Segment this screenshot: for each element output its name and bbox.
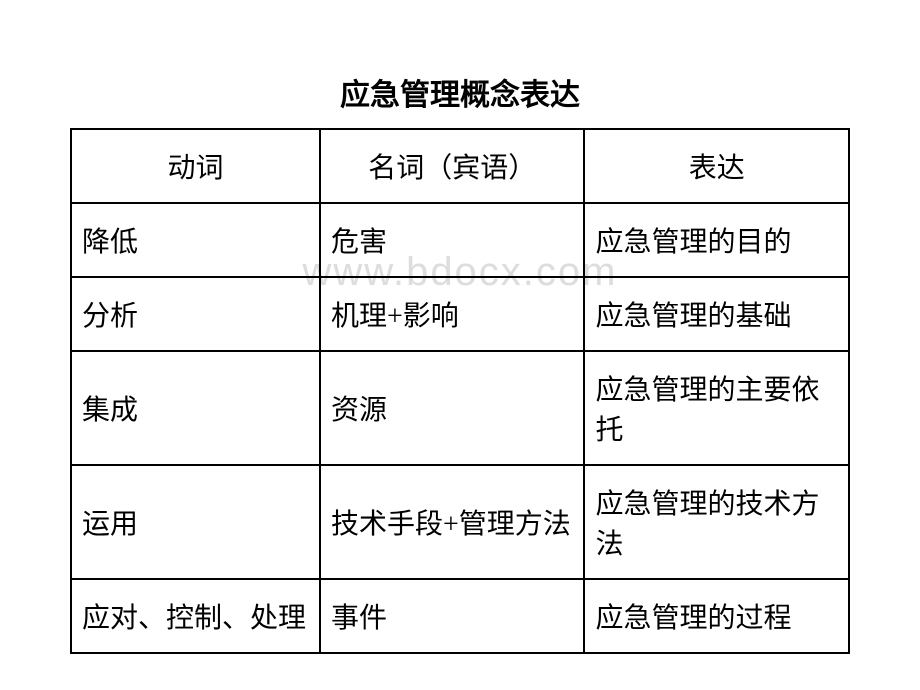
page-title: 应急管理概念表达 <box>70 70 850 114</box>
table-wrapper: 动词 名词（宾语） 表达 降低 危害 应急管理的目的 分析 机理+影响 应急管理… <box>70 128 850 654</box>
table-row: 降低 危害 应急管理的目的 <box>71 203 849 277</box>
cell-noun: 事件 <box>320 579 585 653</box>
concept-table: 动词 名词（宾语） 表达 降低 危害 应急管理的目的 分析 机理+影响 应急管理… <box>70 128 850 654</box>
cell-noun: 危害 <box>320 203 585 277</box>
table-row: 分析 机理+影响 应急管理的基础 <box>71 277 849 351</box>
document-container: 应急管理概念表达 动词 名词（宾语） 表达 降低 危害 应急管理的目的 <box>0 0 920 654</box>
cell-noun: 资源 <box>320 351 585 465</box>
cell-verb: 运用 <box>71 465 320 579</box>
cell-verb: 分析 <box>71 277 320 351</box>
cell-noun: 机理+影响 <box>320 277 585 351</box>
cell-expression: 应急管理的主要依托 <box>584 351 849 465</box>
table-row: 集成 资源 应急管理的主要依托 <box>71 351 849 465</box>
cell-expression: 应急管理的目的 <box>584 203 849 277</box>
cell-expression: 应急管理的技术方法 <box>584 465 849 579</box>
table-header-row: 动词 名词（宾语） 表达 <box>71 129 849 203</box>
cell-verb: 应对、控制、处理 <box>71 579 320 653</box>
cell-verb: 降低 <box>71 203 320 277</box>
cell-verb: 集成 <box>71 351 320 465</box>
table-row: 运用 技术手段+管理方法 应急管理的技术方法 <box>71 465 849 579</box>
column-header-expression: 表达 <box>584 129 849 203</box>
table-row: 应对、控制、处理 事件 应急管理的过程 <box>71 579 849 653</box>
column-header-noun: 名词（宾语） <box>320 129 585 203</box>
cell-expression: 应急管理的过程 <box>584 579 849 653</box>
cell-expression: 应急管理的基础 <box>584 277 849 351</box>
cell-noun: 技术手段+管理方法 <box>320 465 585 579</box>
column-header-verb: 动词 <box>71 129 320 203</box>
